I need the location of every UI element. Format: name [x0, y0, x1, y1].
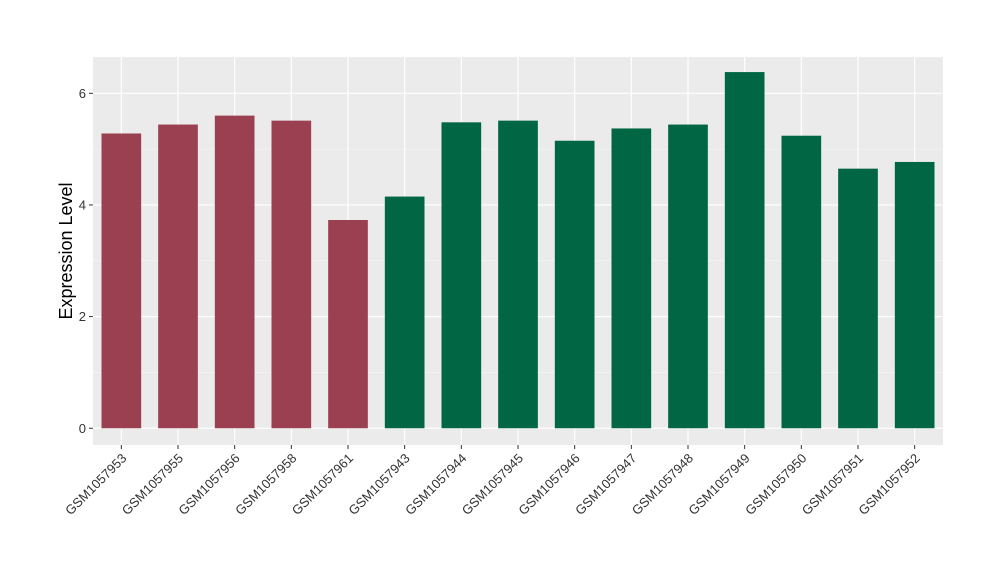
- bar: [724, 72, 765, 429]
- bar: [328, 220, 368, 429]
- bar: [498, 120, 538, 429]
- bar: [101, 133, 142, 429]
- y-tick-label: 0: [79, 421, 86, 436]
- y-tick-label: 4: [79, 197, 86, 212]
- bar: [271, 120, 312, 429]
- y-tick-label: 6: [79, 86, 86, 101]
- x-axis-ticks: GSM1057953GSM1057955GSM1057956GSM1057958…: [62, 445, 923, 518]
- y-axis-title: Expression Level: [56, 182, 76, 319]
- bar: [158, 124, 198, 429]
- bars: [101, 72, 935, 429]
- bar: [611, 128, 652, 429]
- y-tick-label: 2: [79, 309, 86, 324]
- bar: [554, 140, 595, 429]
- bar: [781, 135, 822, 429]
- y-axis-ticks: 0 2 4 6: [79, 86, 93, 436]
- bar: [441, 122, 482, 429]
- bar: [668, 124, 708, 429]
- bar: [214, 115, 255, 429]
- bar: [838, 168, 878, 429]
- bar: [384, 196, 425, 429]
- bar: [894, 161, 935, 429]
